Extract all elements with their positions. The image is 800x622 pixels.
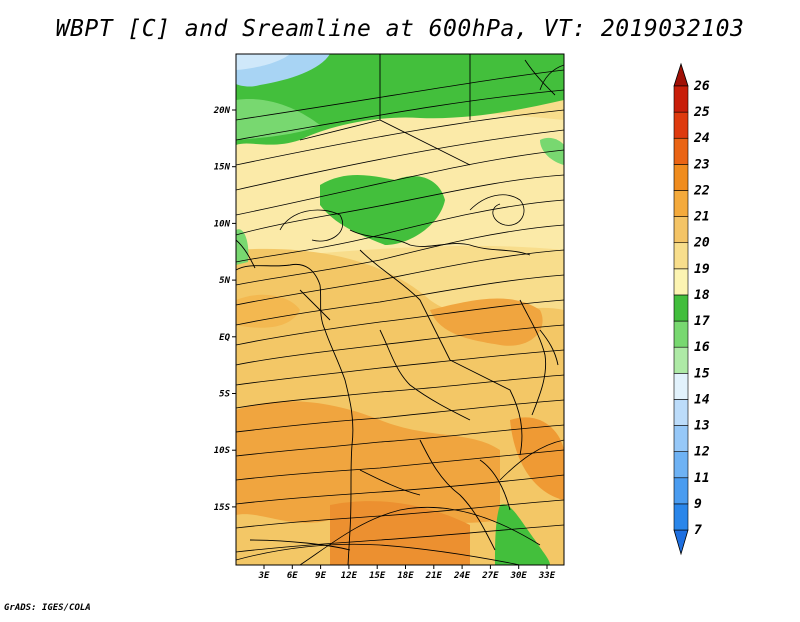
colorbar-bin xyxy=(673,268,689,296)
lat-tick-label: 10S xyxy=(214,446,231,456)
colorbar-bin xyxy=(673,346,689,374)
lon-tick-label: 18E xyxy=(397,571,414,581)
lon-tick-label: 24E xyxy=(453,571,471,581)
wbpt-field xyxy=(236,54,564,565)
country-borders xyxy=(236,54,559,565)
map-frame xyxy=(235,53,565,566)
colorbar-bin xyxy=(673,242,689,270)
lat-tick-label: 15S xyxy=(214,503,231,513)
longitude-axis: 3E 6E 9E 12E 15E 18E 21E 24E 27E 30E 33E xyxy=(258,565,556,581)
colorbar-top-arrow xyxy=(673,62,689,87)
colorbar-bin xyxy=(673,137,689,165)
colorbar-label: 23 xyxy=(693,157,710,172)
field-hot-1 xyxy=(236,401,500,523)
lon-tick-label: 3E xyxy=(258,571,270,581)
lon-tick-label: 30E xyxy=(510,571,528,581)
latitude-axis: 20N 15N 10N 5N EQ 5S 10S 15S xyxy=(213,106,236,513)
colorbar-label: 17 xyxy=(694,314,710,329)
colorbar-bin xyxy=(673,190,689,217)
colorbar-bin xyxy=(673,399,689,426)
colorbar-bin xyxy=(673,111,689,139)
lon-tick-label: 9E xyxy=(315,571,326,581)
colorbar-bin xyxy=(673,320,689,348)
colorbar-bin xyxy=(673,164,689,191)
streamlines xyxy=(236,64,564,565)
colorbar-label: 25 xyxy=(693,105,710,120)
lat-tick-label: EQ xyxy=(219,333,230,343)
colorbar-label: 24 xyxy=(693,131,710,146)
colorbar-label: 18 xyxy=(694,288,710,303)
lat-tick-label: 15N xyxy=(214,163,231,173)
lat-tick-label: 5N xyxy=(219,276,230,286)
colorbar-bin xyxy=(673,216,689,244)
colorbar-bin xyxy=(673,372,689,400)
field-green-light xyxy=(236,99,320,140)
colorbar-label: 20 xyxy=(693,236,710,251)
colorbar-bottom-arrow xyxy=(673,529,689,556)
colorbar-bin xyxy=(673,477,689,505)
colorbar-bin xyxy=(673,451,689,479)
map-title: WBPT [C] and Sreamline at 600hPa, VT: 20… xyxy=(55,16,745,42)
colorbar-bin xyxy=(673,294,689,322)
colorbar-bin xyxy=(673,503,689,531)
colorbar-bin xyxy=(673,85,689,113)
colorbar-label: 16 xyxy=(694,340,710,355)
colorbar-label: 22 xyxy=(693,183,710,198)
lon-tick-label: 33E xyxy=(538,571,556,581)
lat-tick-label: 10N xyxy=(214,219,231,229)
lon-tick-label: 15E xyxy=(369,571,386,581)
colorbar-label: 12 xyxy=(694,445,710,460)
field-blue-nw-light xyxy=(236,54,290,70)
field-hot-3 xyxy=(430,298,543,346)
field-green-center xyxy=(320,175,445,245)
lat-tick-label: 20N xyxy=(213,106,231,116)
colorbar-label: 21 xyxy=(693,210,710,225)
colorbar-label: 19 xyxy=(694,262,710,277)
field-green-north xyxy=(236,54,564,145)
colorbar-label: 7 xyxy=(694,523,702,538)
grads-credit: GrADS: IGES/COLA xyxy=(4,603,91,613)
lat-tick-label: 5S xyxy=(219,390,230,400)
colorbar-label: 14 xyxy=(694,392,710,407)
lon-tick-label: 6E xyxy=(287,571,298,581)
colorbar-bin xyxy=(673,425,689,452)
colorbar: 7 9 11 12 13 14 15 16 17 18 19 20 21 22 23 24 25 26 xyxy=(673,62,710,556)
colorbar-label: 15 xyxy=(694,366,710,381)
field-hot-4 xyxy=(510,417,564,500)
colorbar-label: 13 xyxy=(694,419,710,434)
lon-tick-label: 27E xyxy=(481,571,499,581)
field-hot-5 xyxy=(236,294,300,328)
colorbar-label: 11 xyxy=(694,471,710,486)
colorbar-label: 26 xyxy=(693,79,710,94)
lon-tick-label: 12E xyxy=(341,571,358,581)
lon-tick-label: 21E xyxy=(425,571,443,581)
colorbar-label: 9 xyxy=(694,497,702,512)
